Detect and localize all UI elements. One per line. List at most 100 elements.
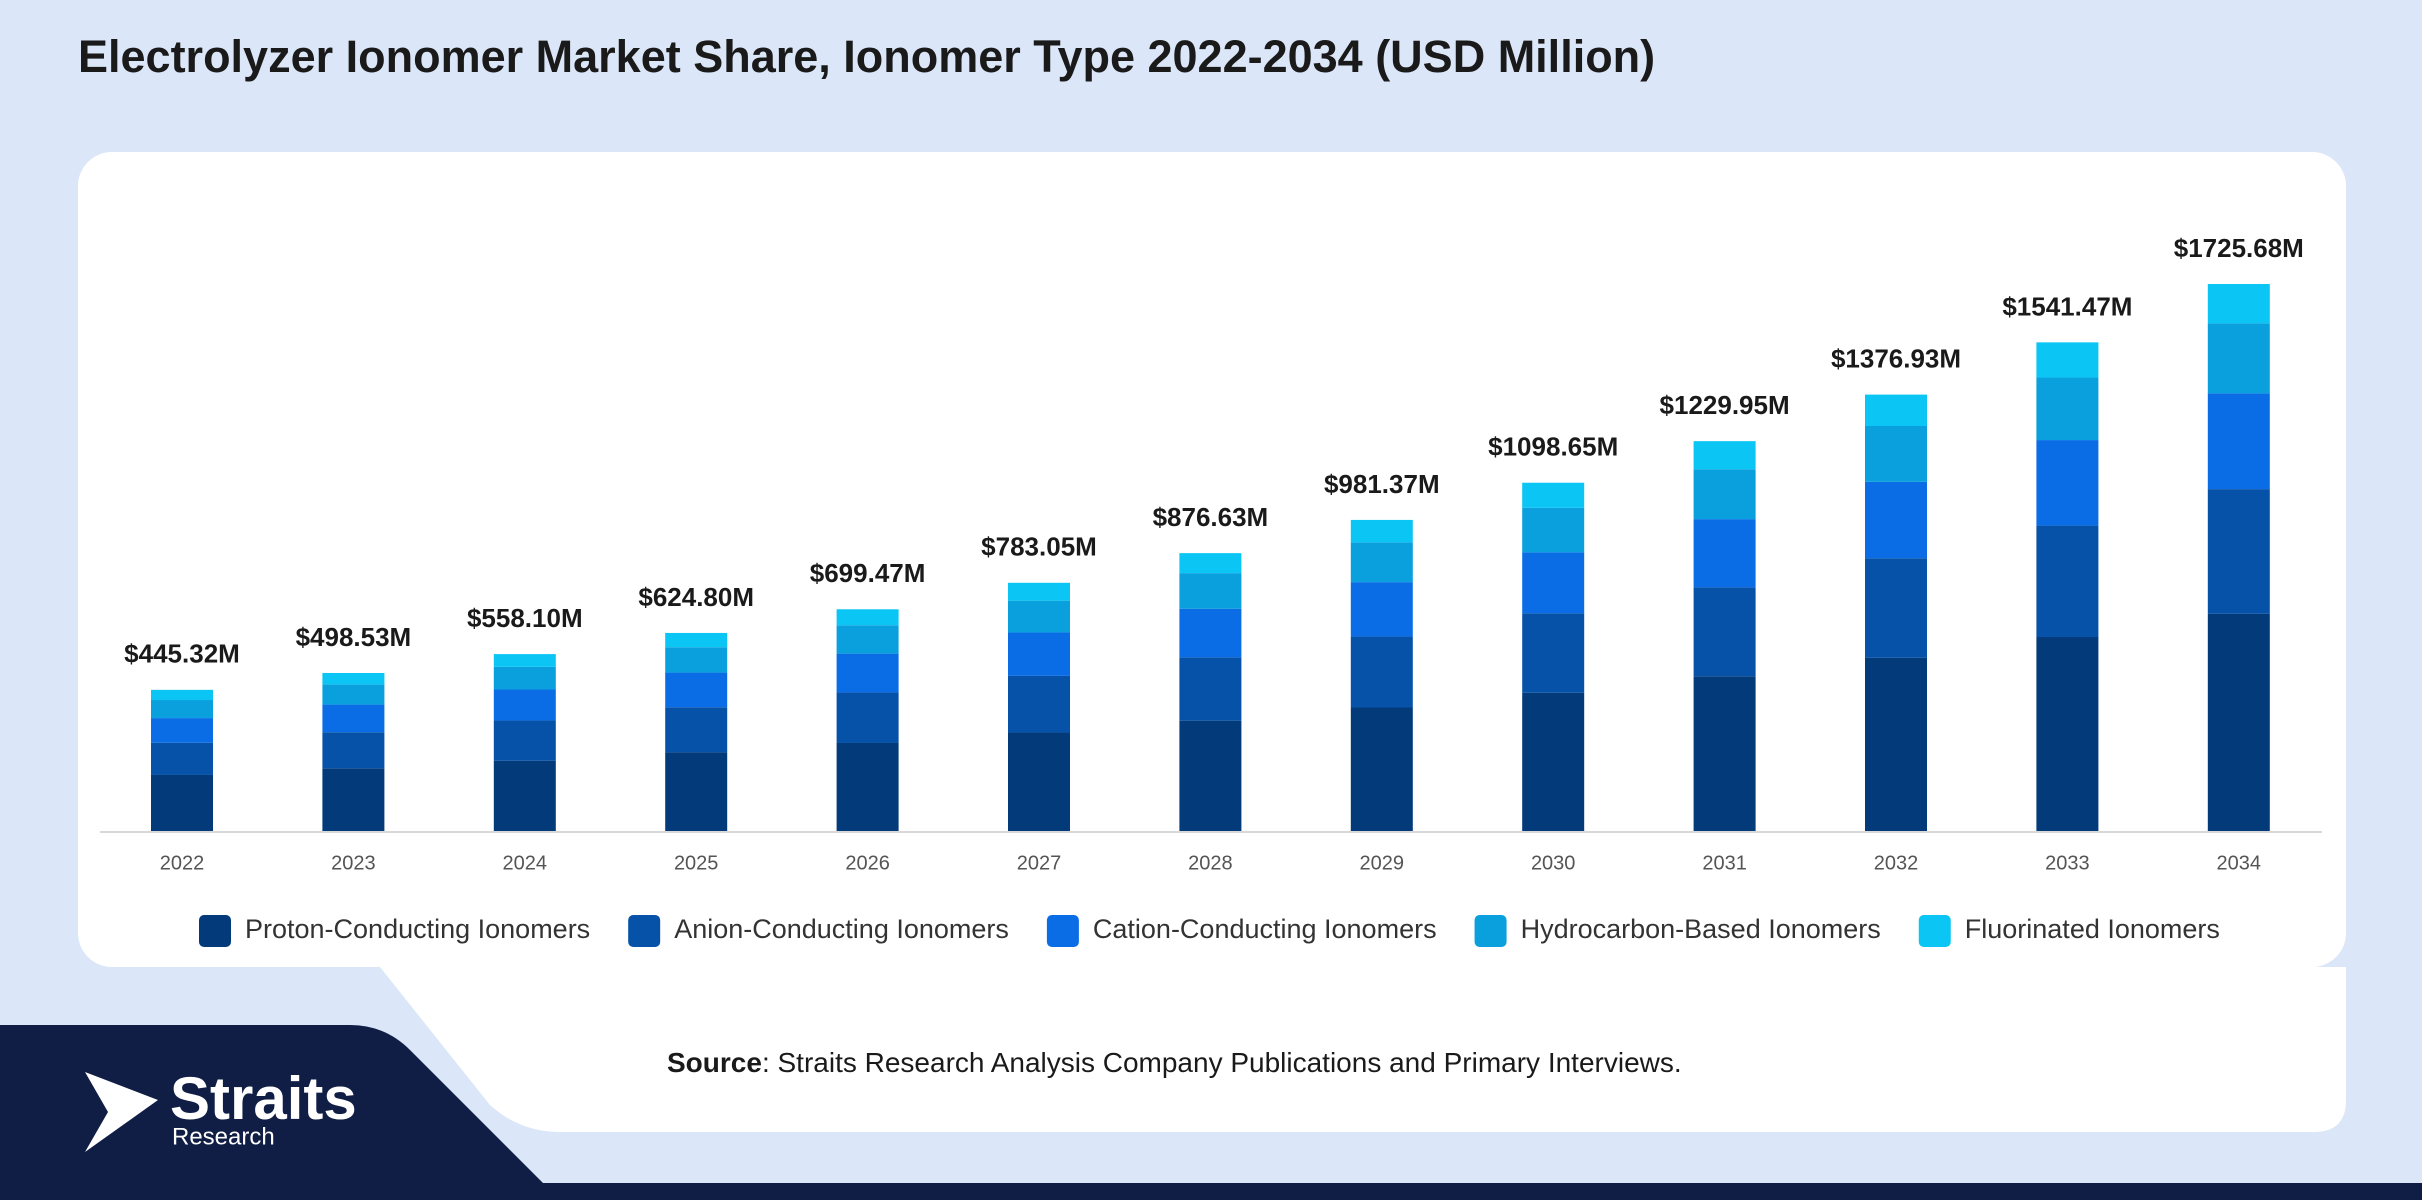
logo-icon [85, 1072, 158, 1152]
legend-swatch [199, 915, 231, 947]
bar-segment [1179, 573, 1242, 609]
bar-segment [1693, 519, 1756, 588]
bar-segment [1865, 394, 1927, 426]
legend-label: Cation-Conducting Ionomers [1093, 914, 1437, 944]
legend-swatch [1474, 915, 1507, 947]
source-label: Source [667, 1047, 762, 1078]
bar-segment [1350, 582, 1413, 637]
bar-segment [1179, 657, 1242, 721]
bar-segment [151, 742, 213, 775]
bar-segment [151, 700, 213, 719]
bar-segment [151, 689, 213, 701]
bar-segment [836, 609, 899, 626]
total-label: $1725.68M [2174, 233, 2304, 263]
legend-swatch [628, 915, 661, 947]
bar-segment [1693, 441, 1756, 470]
bar-segment [322, 672, 385, 685]
bar-segment [836, 742, 899, 831]
total-label: $1229.95M [1660, 390, 1790, 420]
bar-segment [2207, 613, 2270, 831]
x-tick-label: 2033 [2045, 852, 2090, 874]
bar-segment [322, 768, 385, 831]
bar-segment [665, 752, 728, 831]
x-tick-label: 2031 [1702, 852, 1747, 874]
x-tick-label: 2025 [674, 852, 719, 874]
bar-segment [1008, 632, 1070, 676]
bar-segment [1522, 482, 1585, 508]
bar-segment [665, 647, 728, 673]
legend-label: Hydrocarbon-Based Ionomers [1521, 914, 1881, 944]
bar-segment [493, 720, 556, 761]
bar-segment [1179, 720, 1242, 831]
bar-segment [1693, 587, 1756, 677]
legend-label: Proton-Conducting Ionomers [245, 914, 590, 944]
total-label: $1098.65M [1488, 432, 1618, 462]
bar-segment [1008, 600, 1070, 633]
x-tick-label: 2023 [331, 852, 376, 874]
bar-segment [1693, 676, 1756, 831]
total-label: $445.32M [124, 639, 240, 669]
bar-segment [2036, 342, 2099, 378]
legend-label: Anion-Conducting Ionomers [674, 914, 1009, 944]
x-tick-label: 2032 [1874, 852, 1919, 874]
bar-segment [151, 774, 213, 831]
source-text: : Straits Research Analysis Company Publ… [762, 1047, 1682, 1078]
bar-segment [2207, 489, 2270, 614]
bar-segment [1522, 613, 1585, 693]
x-tick-label: 2029 [1360, 852, 1405, 874]
chart-title: Electrolyzer Ionomer Market Share, Ionom… [78, 31, 1655, 82]
x-tick-label: 2022 [160, 852, 205, 874]
x-tick-label: 2034 [2217, 852, 2262, 874]
bar-segment [836, 653, 899, 693]
source: Source: Straits Research Analysis Compan… [667, 1047, 1682, 1078]
x-tick-label: 2024 [503, 852, 548, 874]
bar-segment [1008, 675, 1070, 733]
bar-segment [1350, 707, 1413, 831]
total-label: $699.47M [810, 558, 926, 588]
legend-swatch [1046, 915, 1079, 947]
bar-segment [493, 666, 556, 690]
bar-segment [1008, 582, 1070, 601]
logo-panel [0, 1025, 545, 1185]
legend-label: Fluorinated Ionomers [1965, 914, 2220, 944]
logo-name: Straits [170, 1065, 357, 1132]
bar-segment [665, 672, 728, 708]
bar-segment [836, 625, 899, 654]
x-tick-label: 2027 [1017, 852, 1062, 874]
legend-swatch [1918, 915, 1951, 947]
bottom-strip [0, 1183, 2422, 1200]
bar-segment [2207, 323, 2270, 394]
bar-segment [1693, 469, 1756, 520]
bar-segment [665, 707, 728, 753]
total-label: $1541.47M [2002, 291, 2132, 321]
bar-segment [2036, 525, 2099, 638]
bar-segment [322, 704, 385, 733]
bar-segment [2207, 283, 2270, 324]
total-label: $1376.93M [1831, 343, 1961, 373]
bar-segment [1865, 481, 1927, 559]
total-label: $876.63M [1153, 502, 1269, 532]
bar-segment [493, 654, 556, 667]
bar-segment [151, 718, 213, 743]
bar-segment [2036, 440, 2099, 526]
bar-segment [1522, 692, 1585, 831]
bar-segment [493, 760, 556, 831]
bar-segment [1179, 553, 1242, 574]
x-tick-label: 2030 [1531, 852, 1576, 874]
bar-segment [2036, 637, 2099, 831]
x-tick-label: 2028 [1188, 852, 1233, 874]
bar-segment [1350, 519, 1413, 543]
x-tick-label: 2026 [845, 852, 890, 874]
bar-segment [1865, 425, 1927, 482]
logo-sub: Research [172, 1123, 275, 1150]
total-label: $981.37M [1324, 469, 1440, 499]
bar-segment [1865, 657, 1927, 831]
total-label: $558.10M [467, 603, 583, 633]
bar-segment [836, 692, 899, 743]
bar-segment [1350, 636, 1413, 708]
bar-segment [2207, 393, 2270, 490]
bar-segment [665, 632, 728, 648]
bar-segment [493, 689, 556, 721]
